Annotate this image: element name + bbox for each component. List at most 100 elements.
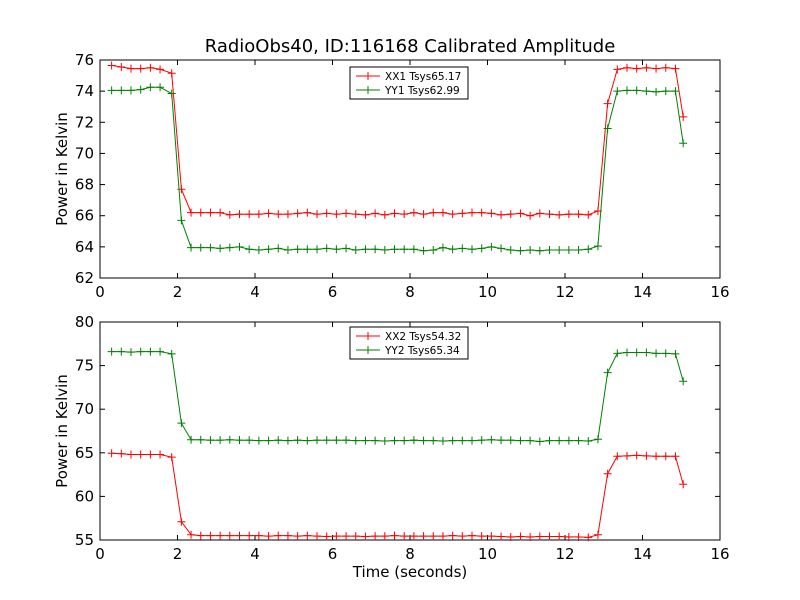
data-point <box>526 245 535 254</box>
data-point <box>371 245 380 254</box>
x-tick-label: 10 <box>478 545 497 563</box>
data-point <box>468 531 476 540</box>
data-point <box>390 531 399 540</box>
x-tick-label: 8 <box>405 545 415 563</box>
y-tick-label: 75 <box>75 357 94 375</box>
data-point <box>303 531 312 540</box>
y-tick-label: 65 <box>75 444 94 462</box>
data-point <box>652 87 661 96</box>
legend-box <box>349 326 469 360</box>
data-point <box>526 436 535 445</box>
data-point <box>545 245 554 254</box>
data-point <box>293 245 302 254</box>
chart-title: RadioObs40, ID:116168 Calibrated Amplitu… <box>205 36 616 57</box>
data-point <box>293 209 302 218</box>
data-point <box>361 436 370 445</box>
x-axis-label: Time (seconds) <box>352 563 468 581</box>
data-point <box>216 208 225 217</box>
data-point <box>216 244 225 253</box>
data-point <box>613 452 622 461</box>
data-point <box>419 532 428 541</box>
data-point <box>516 436 525 445</box>
data-point <box>458 209 467 218</box>
data-point <box>661 63 670 72</box>
data-point <box>679 377 688 386</box>
y-tick-label: 64 <box>75 238 94 256</box>
data-point <box>652 64 661 73</box>
x-tick-label: 16 <box>710 283 729 301</box>
data-point <box>332 532 341 541</box>
data-point <box>342 436 351 445</box>
data-point <box>390 436 399 445</box>
data-point <box>206 243 215 252</box>
y-tick-label: 80 <box>75 313 94 331</box>
data-point <box>303 436 312 445</box>
x-tick-label: 2 <box>173 283 183 301</box>
data-point <box>419 436 428 445</box>
data-point <box>526 211 535 220</box>
data-point <box>146 450 155 459</box>
data-point <box>283 210 292 219</box>
data-point <box>438 243 447 252</box>
y-tick-label: 68 <box>75 176 94 194</box>
subplot-1: 0 2 4 6 8 10 12 14 166264666870727476RadioObs40,… <box>53 36 730 301</box>
data-point <box>671 349 680 358</box>
y-tick-label: 62 <box>75 269 94 287</box>
data-point <box>516 246 525 255</box>
data-point <box>652 452 661 461</box>
data-point <box>400 210 409 219</box>
data-point <box>661 452 670 461</box>
data-point <box>409 436 418 445</box>
data-point <box>448 210 457 219</box>
data-point <box>632 451 641 460</box>
x-tick-label: 8 <box>405 283 415 301</box>
data-point <box>642 63 651 72</box>
data-point <box>274 244 283 253</box>
data-point <box>107 61 116 70</box>
data-point <box>127 86 135 95</box>
series-1 <box>107 449 688 542</box>
data-point <box>438 437 447 446</box>
data-point <box>216 531 225 540</box>
data-point <box>332 210 341 219</box>
x-tick-label: 6 <box>328 283 338 301</box>
data-point <box>468 208 476 217</box>
data-point <box>274 210 283 219</box>
series-1 <box>107 61 688 220</box>
data-point <box>671 64 680 73</box>
data-point <box>235 242 244 251</box>
data-point <box>107 347 116 356</box>
data-point <box>555 436 564 445</box>
data-point <box>535 209 544 218</box>
data-point <box>603 368 612 377</box>
x-tick-label: 10 <box>478 283 497 301</box>
data-point <box>564 245 573 254</box>
data-point <box>196 208 205 217</box>
data-point <box>254 245 263 254</box>
data-point <box>107 449 116 458</box>
data-point <box>187 530 196 539</box>
data-point <box>380 210 389 219</box>
data-point <box>574 436 583 445</box>
data-point <box>564 532 573 541</box>
data-point <box>555 245 564 254</box>
data-point <box>146 347 155 356</box>
data-point <box>506 532 515 541</box>
data-point <box>167 453 176 462</box>
legend-marker <box>364 332 372 340</box>
data-point <box>458 244 467 253</box>
legend-marker <box>364 86 372 94</box>
data-point <box>652 349 661 358</box>
data-point <box>117 449 126 458</box>
legend-box <box>349 66 469 100</box>
data-point <box>584 437 593 446</box>
data-point <box>448 436 457 445</box>
data-point <box>117 347 126 356</box>
data-point <box>400 245 409 254</box>
data-point <box>351 532 360 541</box>
data-point <box>613 87 622 96</box>
data-point <box>409 532 418 541</box>
data-point <box>409 208 418 217</box>
data-point <box>187 243 196 252</box>
